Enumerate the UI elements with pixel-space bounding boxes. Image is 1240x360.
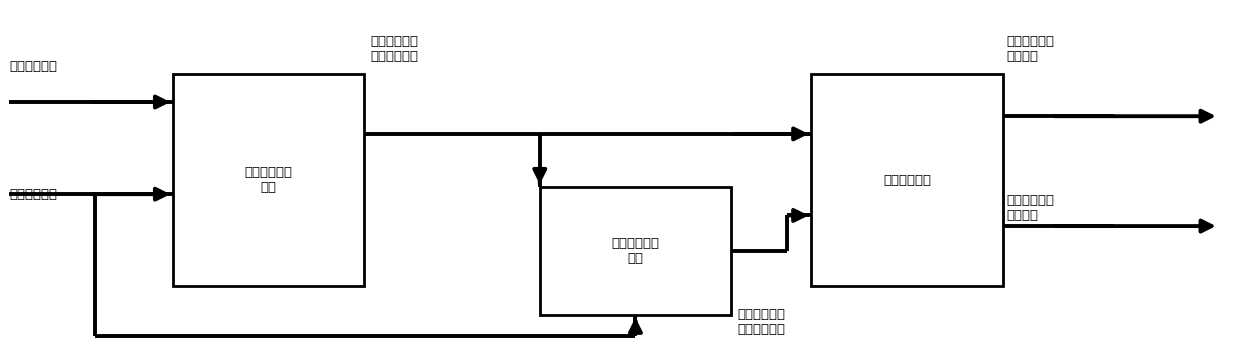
Text: 射频输出数据: 射频输出数据: [9, 60, 57, 73]
Text: 组合输出电路
输出时钟: 组合输出电路 输出时钟: [1007, 194, 1054, 222]
Bar: [811, 74, 1003, 286]
Bar: [539, 187, 732, 315]
Text: 射频时钟处理
电路: 射频时钟处理 电路: [611, 237, 660, 265]
Text: 射频输出时钟: 射频输出时钟: [9, 188, 57, 201]
Text: 射频数据处理
电路输出数据: 射频数据处理 电路输出数据: [371, 35, 419, 63]
Text: 射频数据处理
电路: 射频数据处理 电路: [244, 166, 293, 194]
Bar: [174, 74, 365, 286]
Text: 射频时钟处理
电路输出时钟: 射频时钟处理 电路输出时钟: [738, 308, 785, 336]
Text: 组合输出电路: 组合输出电路: [883, 174, 931, 186]
Text: 组合输出电路
输出数据: 组合输出电路 输出数据: [1007, 35, 1054, 63]
